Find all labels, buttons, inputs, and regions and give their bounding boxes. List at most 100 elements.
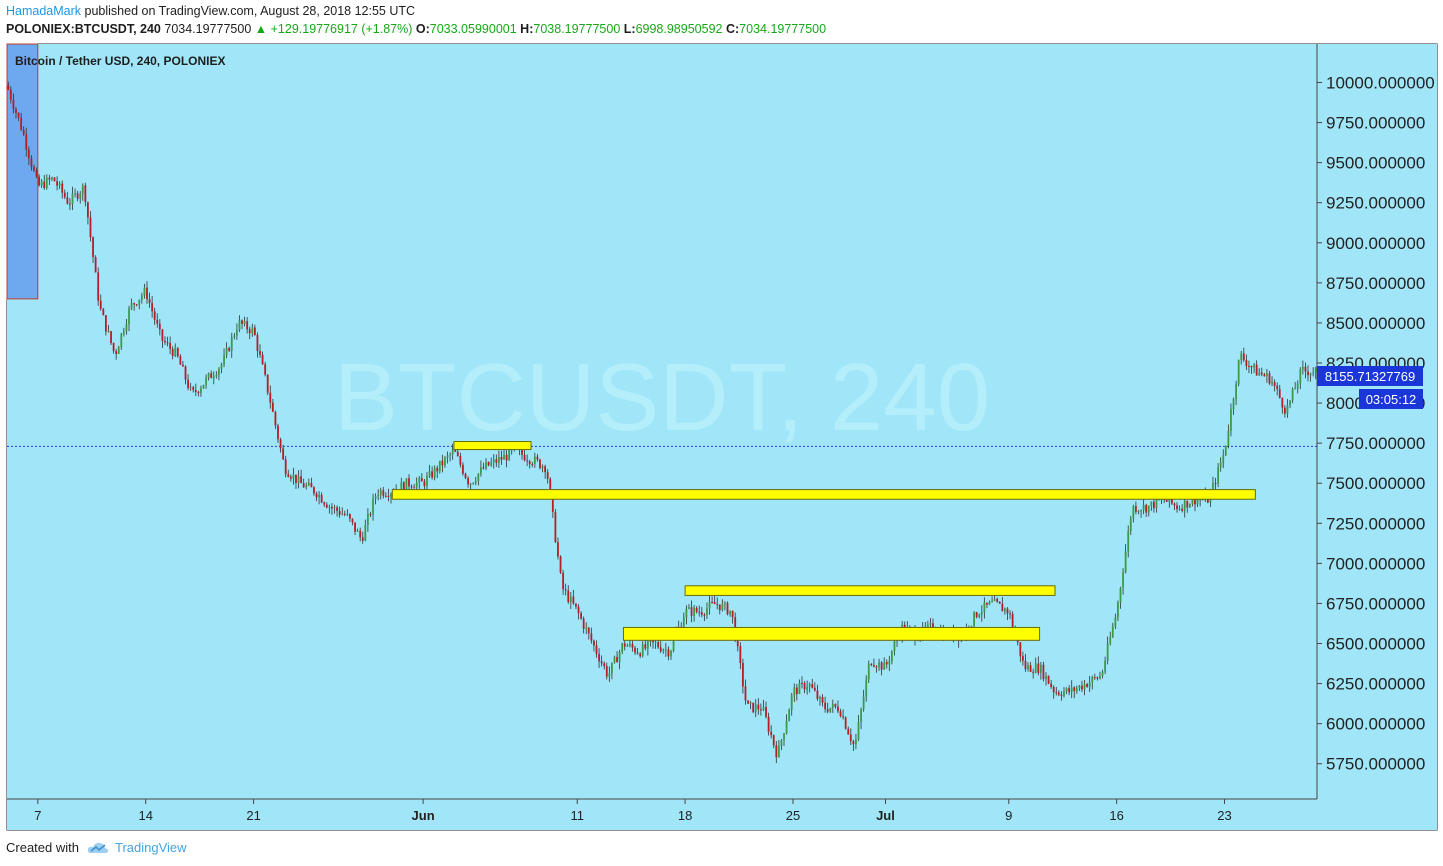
- candle-body: [523, 454, 526, 461]
- candle: [801, 676, 803, 689]
- author-name[interactable]: HamadaMark: [6, 4, 82, 18]
- candle: [197, 390, 200, 397]
- candle: [379, 487, 382, 500]
- candle: [590, 627, 593, 644]
- candle: [1137, 509, 1140, 515]
- candle: [122, 327, 125, 337]
- candle: [223, 348, 225, 368]
- y-tick-label: 8500.000000: [1326, 314, 1425, 333]
- candle-body: [726, 602, 729, 615]
- candle-body: [657, 642, 660, 648]
- candle-body: [472, 482, 475, 484]
- candle: [354, 522, 356, 535]
- open-label: O:: [415, 22, 430, 36]
- candle-body: [1111, 626, 1114, 638]
- candle: [218, 367, 220, 381]
- candle: [295, 474, 297, 490]
- candle-body: [857, 721, 860, 740]
- time-axis[interactable]: [7, 799, 1437, 830]
- candle-body: [844, 717, 847, 729]
- candle: [839, 708, 842, 718]
- candle: [1250, 365, 1253, 374]
- candle-body: [143, 287, 146, 296]
- candle-body: [266, 374, 269, 393]
- candle: [1312, 367, 1315, 377]
- candle-body: [408, 478, 410, 487]
- candle-body: [1188, 504, 1191, 508]
- candle: [641, 641, 644, 658]
- candle-body: [1109, 637, 1112, 644]
- candle-body: [1214, 483, 1217, 485]
- candle-body: [122, 331, 125, 334]
- candle-body: [384, 495, 387, 497]
- candle-body: [1052, 687, 1055, 693]
- candle-body: [744, 686, 747, 701]
- candle: [1093, 673, 1096, 680]
- candle: [1219, 457, 1222, 472]
- candle: [251, 323, 254, 337]
- price-axis[interactable]: [1317, 44, 1437, 799]
- candle-body: [636, 652, 639, 654]
- candle: [849, 728, 852, 746]
- candle: [133, 302, 136, 311]
- candle-body: [505, 454, 508, 461]
- candle-body: [1114, 617, 1117, 627]
- candle: [1075, 685, 1078, 694]
- candle-body: [207, 373, 210, 378]
- y-tick-label: 6250.000000: [1326, 675, 1425, 694]
- candle: [20, 112, 23, 131]
- candle: [821, 694, 824, 707]
- candle-body: [603, 663, 606, 667]
- candle: [331, 503, 333, 515]
- candle-body: [220, 364, 223, 369]
- candle: [541, 464, 544, 473]
- candle: [757, 698, 760, 715]
- candle: [855, 733, 857, 750]
- candle: [238, 315, 241, 333]
- candle: [361, 531, 364, 544]
- candle: [48, 174, 51, 185]
- candle-body: [174, 348, 177, 356]
- candle: [349, 513, 351, 522]
- candle-body: [179, 356, 182, 365]
- candle: [169, 336, 172, 355]
- candle-body: [739, 646, 742, 663]
- candle: [718, 604, 721, 615]
- candle-body: [107, 331, 110, 333]
- y-tick-label: 9250.000000: [1326, 194, 1425, 213]
- plot-area[interactable]: [7, 44, 1317, 799]
- candle-body: [1314, 367, 1317, 373]
- candle: [66, 191, 69, 205]
- candle: [200, 385, 202, 397]
- candle-body: [641, 644, 644, 657]
- candle: [92, 236, 94, 263]
- tradingview-logo-icon: [87, 842, 109, 853]
- candle: [711, 596, 713, 604]
- candle-body: [140, 295, 143, 300]
- candle: [533, 452, 536, 468]
- candle-body: [1260, 372, 1263, 375]
- candle-body: [356, 530, 359, 532]
- candle: [482, 462, 485, 470]
- candle: [187, 374, 189, 391]
- tradingview-brand[interactable]: TradingView: [114, 840, 187, 855]
- candle: [608, 666, 611, 682]
- candle-body: [89, 217, 92, 238]
- candle: [346, 509, 349, 517]
- candle-body: [986, 602, 988, 605]
- candle-body: [533, 456, 536, 465]
- candle-body: [765, 706, 767, 717]
- candle-body: [698, 611, 701, 613]
- candle-body: [885, 662, 888, 665]
- candle: [798, 679, 801, 695]
- candle-body: [865, 679, 868, 697]
- candle: [438, 460, 441, 474]
- candle-body: [53, 177, 56, 182]
- candle: [189, 382, 192, 391]
- candle-body: [354, 522, 356, 532]
- candle: [1078, 685, 1081, 691]
- open-value: 7033.05990001: [429, 22, 517, 36]
- candle: [462, 462, 464, 476]
- candle: [15, 107, 17, 119]
